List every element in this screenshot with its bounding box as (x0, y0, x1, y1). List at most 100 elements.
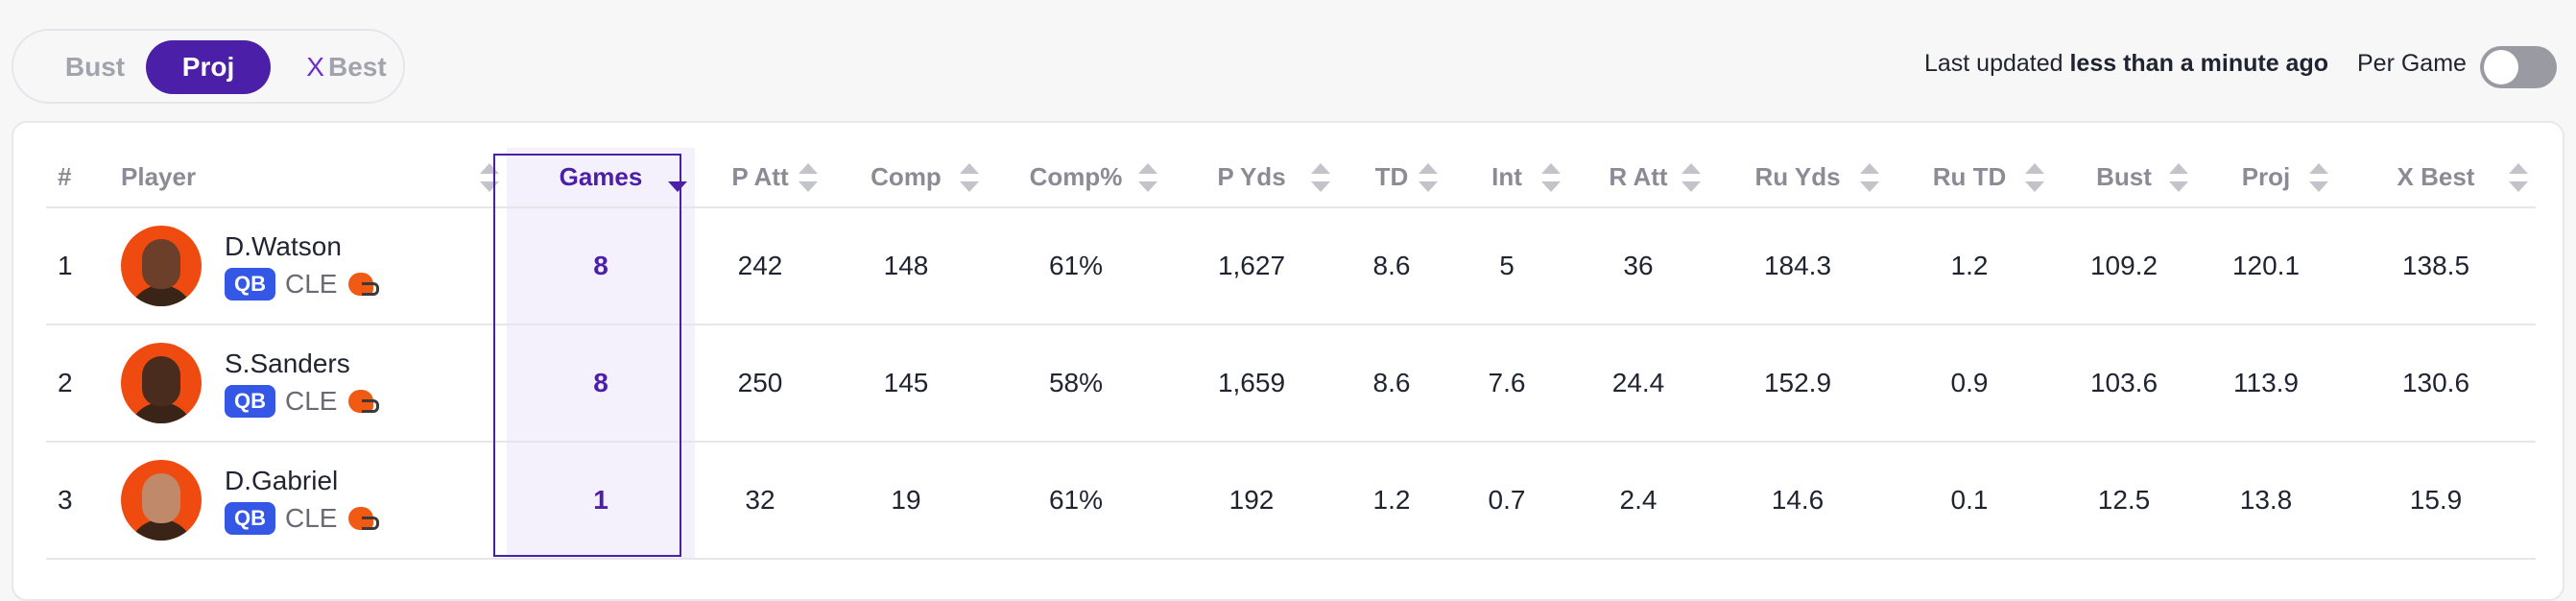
player-cell[interactable]: D.Gabriel QB CLE (109, 442, 507, 560)
player-avatar (121, 460, 202, 541)
sort-icon[interactable] (1682, 162, 1701, 192)
p-att-cell: 32 (695, 442, 825, 560)
comp-cell: 19 (825, 442, 987, 560)
comp-pct-cell: 61% (987, 207, 1165, 325)
int-cell: 7.6 (1445, 325, 1568, 443)
comp-pct-cell: 61% (987, 442, 1165, 560)
player-cell[interactable]: D.Watson QB CLE (109, 207, 507, 325)
ru-td-cell: 0.9 (1887, 325, 2052, 443)
col-header-int[interactable]: Int (1445, 148, 1568, 208)
col-header-label: Proj (2241, 162, 2291, 191)
r-att-cell: 2.4 (1568, 442, 1708, 560)
player-name[interactable]: D.Gabriel (225, 466, 339, 495)
col-header-proj[interactable]: Proj (2196, 148, 2336, 208)
position-badge: QB (225, 502, 275, 535)
team-abbr: CLE (285, 503, 338, 533)
col-header-label: Comp% (1029, 162, 1123, 191)
player-name[interactable]: D.Watson (225, 231, 342, 261)
bust-toggle-button[interactable]: Bust (64, 52, 126, 82)
int-cell: 0.7 (1445, 442, 1568, 560)
sort-icon[interactable] (1419, 162, 1438, 192)
col-header-p-yds[interactable]: P Yds (1165, 148, 1338, 208)
best-cell: 138.5 (2336, 207, 2536, 325)
table-row[interactable]: 3 D.Gabriel QB CLE 1 (46, 442, 2536, 560)
sort-icon[interactable] (799, 162, 818, 192)
last-updated-text: Last updated less than a minute ago (1924, 50, 2328, 78)
top-bar: Bust Proj X Best Last updated less than a… (0, 0, 2576, 123)
proj-cell: 13.8 (2196, 442, 2336, 560)
col-header-td[interactable]: TD (1338, 148, 1445, 208)
stats-table-card: # Player Games P Att Comp Comp% P Yds TD… (12, 121, 2564, 601)
col-header-label: Player (121, 162, 197, 191)
table-row[interactable]: 1 D.Watson QB CLE 8 (46, 207, 2536, 325)
best-cell: 130.6 (2336, 325, 2536, 443)
team-helmet-icon (346, 388, 380, 415)
ru-yds-cell: 14.6 (1708, 442, 1887, 560)
col-header-label: Ru Yds (1754, 162, 1841, 191)
p-att-cell: 250 (695, 325, 825, 443)
col-header-bust[interactable]: Bust (2052, 148, 2196, 208)
team-abbr: CLE (285, 386, 338, 416)
team-helmet-icon (346, 505, 380, 532)
table-row[interactable]: 2 S.Sanders QB CLE 8 (46, 325, 2536, 443)
per-game-toggle[interactable] (2480, 46, 2557, 88)
view-toggle-group: Bust Proj X Best (12, 29, 405, 104)
col-header-ru-td[interactable]: Ru TD (1887, 148, 2052, 208)
player-avatar (121, 343, 202, 423)
proj-cell: 120.1 (2196, 207, 2336, 325)
sort-desc-icon[interactable] (668, 163, 687, 192)
rank-cell: 2 (46, 325, 109, 443)
bust-cell: 12.5 (2052, 442, 2196, 560)
player-cell[interactable]: S.Sanders QB CLE (109, 325, 507, 443)
best-toggle-label: Best (327, 52, 387, 82)
team-helmet-icon (346, 271, 380, 298)
sort-icon[interactable] (2169, 162, 2188, 192)
sort-icon[interactable] (2509, 162, 2528, 192)
player-name[interactable]: S.Sanders (225, 349, 350, 378)
col-header-p-att[interactable]: P Att (695, 148, 825, 208)
position-badge: QB (225, 385, 275, 418)
games-cell: 8 (507, 207, 695, 325)
col-header-r-att[interactable]: R Att (1568, 148, 1708, 208)
sort-icon[interactable] (1541, 162, 1561, 192)
col-header-label: Int (1491, 162, 1522, 191)
sort-icon[interactable] (960, 162, 979, 192)
p-yds-cell: 1,659 (1165, 325, 1338, 443)
sort-icon[interactable] (1860, 162, 1879, 192)
ru-yds-cell: 152.9 (1708, 325, 1887, 443)
sort-icon[interactable] (2309, 162, 2328, 192)
rank-cell: 1 (46, 207, 109, 325)
stats-table: # Player Games P Att Comp Comp% P Yds TD… (46, 148, 2536, 560)
col-header-best[interactable]: X Best (2336, 148, 2536, 208)
col-header-label: P Att (731, 162, 789, 191)
team-abbr: CLE (285, 269, 338, 299)
bust-cell: 109.2 (2052, 207, 2196, 325)
col-header-label: Games (559, 162, 643, 191)
col-header-label: P Yds (1217, 162, 1286, 191)
proj-toggle-button[interactable]: Proj (146, 40, 271, 94)
table-header-row: # Player Games P Att Comp Comp% P Yds TD… (46, 148, 2536, 208)
comp-cell: 148 (825, 207, 987, 325)
per-game-label: Per Game (2357, 50, 2467, 77)
td-cell: 8.6 (1338, 325, 1445, 443)
sort-icon[interactable] (1138, 162, 1157, 192)
r-att-cell: 36 (1568, 207, 1708, 325)
col-header-games[interactable]: Games (507, 148, 695, 208)
sort-icon[interactable] (1311, 162, 1330, 192)
ru-td-cell: 1.2 (1887, 207, 2052, 325)
p-att-cell: 242 (695, 207, 825, 325)
best-cell: 15.9 (2336, 442, 2536, 560)
sort-icon[interactable] (480, 162, 499, 192)
best-toggle-button[interactable]: X Best (284, 40, 409, 94)
col-header-player[interactable]: Player (109, 148, 507, 208)
col-header-comp-pct[interactable]: Comp% (987, 148, 1165, 208)
col-header-label: Bust (2096, 162, 2152, 191)
rank-cell: 3 (46, 442, 109, 560)
col-header-comp[interactable]: Comp (825, 148, 987, 208)
sort-icon[interactable] (2025, 162, 2044, 192)
col-header-ru-yds[interactable]: Ru Yds (1708, 148, 1887, 208)
ru-td-cell: 0.1 (1887, 442, 2052, 560)
last-updated-prefix: Last updated (1923, 50, 2070, 77)
r-att-cell: 24.4 (1568, 325, 1708, 443)
games-cell: 8 (507, 325, 695, 443)
